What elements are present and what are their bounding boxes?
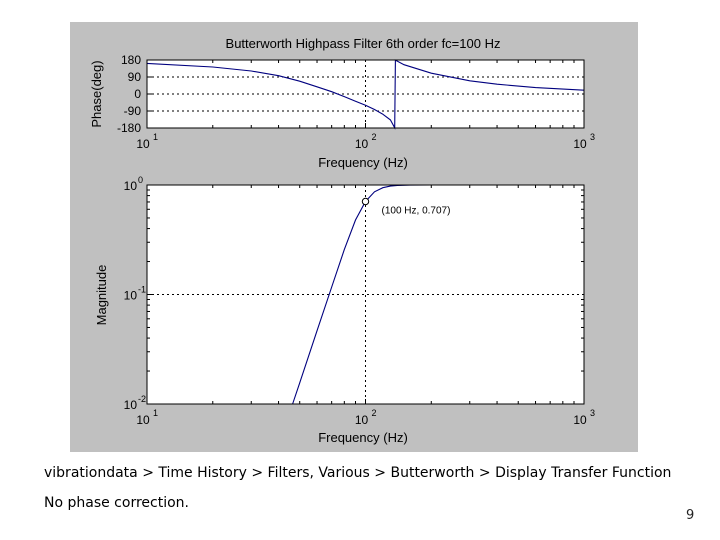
phase-series-line <box>146 59 585 130</box>
phase-y-tick-label-2: 0 <box>134 87 141 101</box>
phase-y-tick-label-4: -180 <box>117 121 141 135</box>
magnitude-x-tick-label-2: 10 <box>573 413 587 427</box>
magnitude-x-axis-label: Frequency (Hz) <box>318 430 408 445</box>
phase-y-tick-label-3: -90 <box>124 104 142 118</box>
magnitude-annotation-label: (100 Hz, 0.707) <box>382 205 451 216</box>
magnitude-y-tick-label-2: 10 <box>124 398 138 412</box>
phase-x-tick-label-2: 10 <box>573 137 587 151</box>
phase-x-tick-exponent-2: 3 <box>590 132 595 142</box>
phase-x-tick-exponent-0: 1 <box>153 132 158 142</box>
magnitude-x-tick-exponent-1: 2 <box>372 408 377 418</box>
phase-y-axis-label: Phase(deg) <box>89 60 104 127</box>
magnitude-y-tick-exponent-1: -1 <box>138 285 146 295</box>
magnitude-axes: 10 1 10 2 10 310 010 -110 -2(100 Hz, 0.707) <box>124 175 595 427</box>
magnitude-y-tick-label-1: 10 <box>124 289 138 303</box>
caption-breadcrumb: vibrationdata > Time History > Filters, … <box>44 465 672 481</box>
phase-x-tick-label-0: 10 <box>136 137 150 151</box>
magnitude-x-tick-exponent-0: 1 <box>153 408 158 418</box>
phase-x-tick-exponent-1: 2 <box>372 132 377 142</box>
magnitude-y-tick-exponent-2: -2 <box>138 394 146 404</box>
phase-x-tick-label-1: 10 <box>355 137 369 151</box>
magnitude-y-tick-label-0: 10 <box>124 179 138 193</box>
magnitude-y-tick-exponent-0: 0 <box>138 175 143 185</box>
phase-y-tick-label-0: 180 <box>121 53 141 67</box>
caption-note: No phase correction. <box>44 495 189 511</box>
magnitude-x-tick-exponent-2: 3 <box>590 408 595 418</box>
magnitude-annotation-marker <box>361 197 370 206</box>
page-number: 9 <box>686 508 695 523</box>
phase-x-axis-label: Frequency (Hz) <box>318 155 408 170</box>
phase-chart-title: Butterworth Highpass Filter 6th order fc… <box>226 36 501 51</box>
magnitude-x-tick-label-0: 10 <box>136 413 150 427</box>
magnitude-y-axis-label: Magnitude <box>94 265 109 326</box>
bode-plot-figure: Butterworth Highpass Filter 6th order fc… <box>89 36 595 445</box>
magnitude-x-tick-label-1: 10 <box>355 413 369 427</box>
figure-panel: Butterworth Highpass Filter 6th order fc… <box>70 22 638 452</box>
phase-y-tick-label-1: 90 <box>128 70 142 84</box>
